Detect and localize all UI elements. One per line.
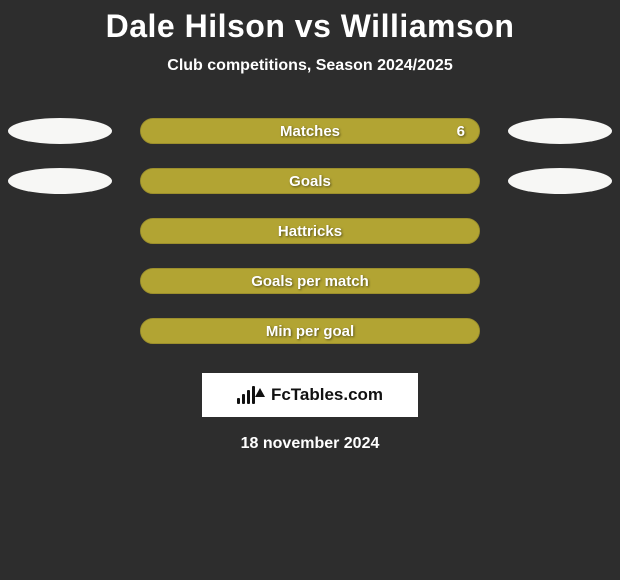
stat-pill: Goals per match xyxy=(140,268,480,294)
source-badge: FcTables.com xyxy=(202,373,418,417)
stat-pill: Min per goal xyxy=(140,318,480,344)
stat-row: Matches 6 xyxy=(0,117,620,145)
date-text: 18 november 2024 xyxy=(0,435,620,453)
comparison-container: Dale Hilson vs Williamson Club competiti… xyxy=(0,0,620,453)
stat-value-right: 6 xyxy=(457,123,465,140)
stat-pill: Goals xyxy=(140,168,480,194)
stat-rows: Matches 6 Goals Hattricks Goals per match Min… xyxy=(0,117,620,345)
left-ellipse xyxy=(8,168,112,194)
stat-label: Matches xyxy=(280,123,340,140)
stat-pill: Matches 6 xyxy=(140,118,480,144)
subtitle: Club competitions, Season 2024/2025 xyxy=(0,57,620,75)
stat-row: Goals per match xyxy=(0,267,620,295)
title-player1: Dale Hilson xyxy=(106,8,286,44)
fctables-logo-icon xyxy=(237,386,265,404)
title-vs: vs xyxy=(295,8,332,44)
page-title: Dale Hilson vs Williamson xyxy=(0,8,620,45)
stat-label: Goals per match xyxy=(251,273,369,290)
stat-row: Min per goal xyxy=(0,317,620,345)
stat-row: Goals xyxy=(0,167,620,195)
title-player2: Williamson xyxy=(341,8,515,44)
stat-row: Hattricks xyxy=(0,217,620,245)
stat-label: Hattricks xyxy=(278,223,342,240)
right-ellipse xyxy=(508,118,612,144)
stat-label: Min per goal xyxy=(266,323,354,340)
badge-text: FcTables.com xyxy=(271,385,383,405)
stat-pill: Hattricks xyxy=(140,218,480,244)
right-ellipse xyxy=(508,168,612,194)
stat-label: Goals xyxy=(289,173,331,190)
left-ellipse xyxy=(8,118,112,144)
